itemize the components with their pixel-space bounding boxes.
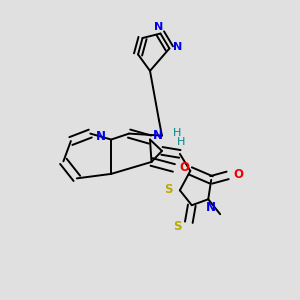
Text: H: H [177, 137, 185, 147]
Text: N: N [206, 201, 216, 214]
Text: N: N [153, 130, 164, 142]
Text: O: O [179, 161, 189, 174]
Text: S: S [173, 220, 182, 233]
Text: O: O [233, 168, 243, 181]
Text: H: H [173, 128, 182, 138]
Text: N: N [154, 22, 164, 32]
Text: S: S [164, 183, 173, 196]
Text: N: N [173, 42, 182, 52]
Text: N: N [96, 130, 106, 143]
